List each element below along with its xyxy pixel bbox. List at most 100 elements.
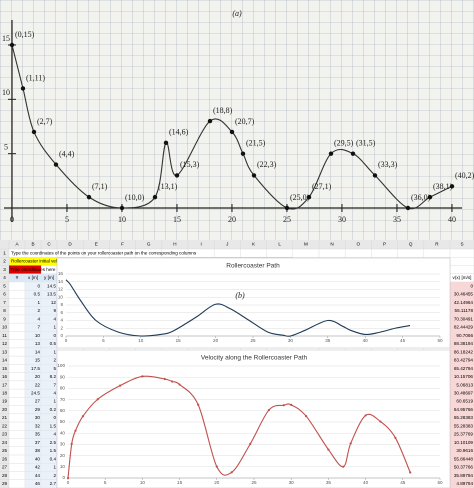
v-bg	[450, 323, 474, 332]
row-number: 21	[2, 415, 8, 420]
v-bg	[450, 281, 474, 291]
point	[350, 151, 356, 156]
x-tick-label: 25	[250, 338, 256, 343]
input-bg	[25, 463, 57, 472]
chart-area	[56, 349, 451, 488]
v-bg	[450, 372, 474, 381]
x-cell: 44	[35, 473, 41, 478]
row-number: 24	[2, 440, 8, 445]
v-bg	[450, 438, 474, 447]
point-label: (4,4)	[59, 149, 75, 158]
input-bg	[25, 298, 57, 307]
point	[9, 42, 15, 48]
x-tick-label: 20	[214, 480, 220, 485]
input-bg	[25, 331, 57, 340]
column-letter: D	[68, 242, 72, 247]
x-cell: 35	[35, 432, 41, 437]
x-tick-label: 10	[118, 215, 126, 224]
x-cell: 2	[37, 308, 40, 313]
point-label: (20,7)	[235, 117, 255, 126]
x-tick-label: 30	[289, 480, 295, 485]
instruction: Type the coordinates of the points on yo…	[11, 250, 197, 255]
x-tick-label: 15	[176, 338, 182, 343]
y-cell: 1.5	[50, 423, 57, 428]
y-tick-label: 70	[60, 397, 66, 402]
x-tick-label: 40	[448, 215, 456, 224]
y-cell: 2	[53, 358, 56, 363]
y-tick-label: 14	[58, 279, 64, 284]
v-bg	[450, 463, 474, 472]
v-bg	[450, 422, 474, 431]
x-cell: 24.5	[31, 390, 40, 395]
point	[31, 129, 37, 135]
x-tick-label: 15	[173, 215, 181, 224]
row-number: 18	[2, 390, 8, 395]
chart-title: Rollercoaster Path	[226, 263, 280, 270]
marker	[163, 377, 166, 381]
marker	[290, 403, 293, 406]
y-cell: 7	[53, 382, 56, 387]
y-tick-label: 30	[60, 442, 66, 447]
v-cell: 70.30491	[454, 316, 474, 321]
header-bg	[9, 273, 57, 282]
point-label: (14,6)	[169, 128, 189, 137]
point-label: (15,3)	[180, 160, 200, 169]
y-tick-label: 0	[60, 333, 63, 338]
x-tick-label: 0	[67, 480, 70, 485]
marker	[304, 414, 308, 418]
row-number: 6	[3, 292, 6, 297]
point	[119, 205, 125, 211]
panel-label: (b)	[235, 291, 245, 300]
v-bg	[450, 413, 474, 423]
point	[229, 129, 235, 135]
x-cell: 46	[35, 481, 41, 486]
y-cell: 0.2	[50, 407, 57, 412]
y-tick-label: 10	[2, 88, 10, 97]
point-label: (18,8)	[213, 106, 233, 115]
y-cell: 1	[53, 325, 56, 330]
y-tick-label: 10	[60, 464, 66, 469]
input-hint: Type coordinates here	[10, 267, 56, 272]
y-tick-label: 100	[57, 363, 65, 368]
column-header-bar	[0, 240, 474, 249]
v-cell: 0	[470, 283, 473, 288]
y-tick-label: 4	[60, 318, 63, 323]
x-tick-label: 35	[325, 338, 331, 343]
column-letter: N	[330, 242, 333, 247]
input-bg	[25, 438, 57, 447]
point-label: (1,11)	[26, 73, 45, 82]
input-bg	[25, 405, 57, 414]
input-bg	[25, 446, 57, 455]
y-cell: 0.5	[50, 341, 57, 346]
x-cell: 27	[35, 399, 41, 404]
v-bg	[450, 405, 474, 414]
point	[20, 86, 26, 91]
row-number: 14	[2, 358, 8, 363]
point-label: (27,1)	[312, 182, 332, 191]
input-bg	[25, 290, 57, 299]
y-cell: 5	[53, 366, 56, 371]
row-number: 20	[2, 407, 8, 412]
y-tick-label: 90	[60, 374, 66, 379]
x-cell: 40	[35, 456, 41, 461]
y-header: y [m]	[44, 275, 54, 280]
marker	[327, 448, 330, 451]
marker	[171, 380, 174, 383]
point	[163, 140, 169, 145]
v-header: v(x) [m/s]	[453, 275, 472, 280]
point-label: (36,0)	[411, 193, 431, 202]
input-bg	[25, 413, 57, 423]
row-number: 25	[2, 448, 8, 453]
x-tick-label: 35	[326, 480, 332, 485]
y-cell: 4	[53, 432, 56, 437]
x-tick-label: 40	[363, 480, 369, 485]
v-bg	[450, 430, 474, 439]
y-tick-label: 16	[58, 271, 64, 276]
row-number: 9	[3, 316, 6, 321]
v-cell: 86.18242	[454, 349, 474, 354]
x-tick-label: 45	[400, 480, 406, 485]
point	[207, 118, 213, 124]
row-number: 16	[2, 374, 8, 379]
v-cell: 30.46455	[454, 292, 474, 297]
